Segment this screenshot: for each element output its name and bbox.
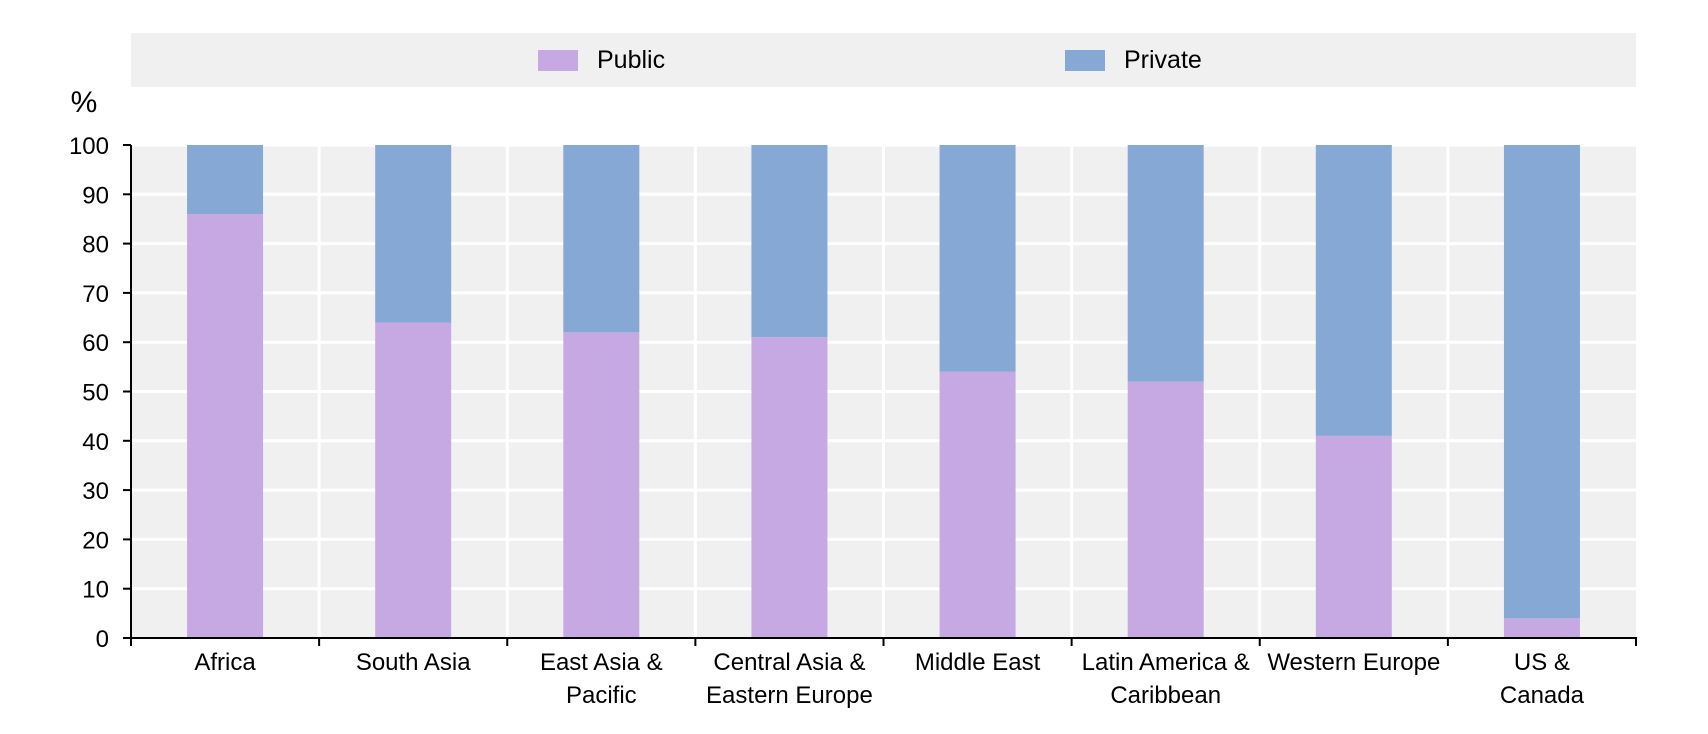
bar-private [187,145,264,215]
legend-item-private: Private [1065,33,1202,87]
legend-label-public: Public [597,45,666,74]
bar-public [1127,381,1204,638]
bar-public [751,337,828,638]
y-tick-label: 100 [69,133,109,160]
bar-public [187,214,264,638]
y-tick-label: 20 [82,527,109,554]
bar-private [563,145,640,333]
bar-private [1127,145,1204,382]
legend-item-public: Public [538,33,665,87]
y-tick-label: 80 [82,232,109,259]
legend-swatch-public [538,49,578,71]
bar-private [1503,145,1580,619]
x-tick-label: Africa [194,649,256,676]
legend: Public Private [131,33,1636,87]
y-tick-label: 90 [82,182,109,209]
bar-public [1315,435,1392,638]
legend-swatch-private [1065,49,1105,71]
y-tick-label: 60 [82,330,109,357]
bar-public [563,332,640,638]
axes: 0 10 20 30 40 50 60 70 80 90 100 Africa South Asia Ea… [69,133,1637,709]
y-tick-label: 10 [82,577,109,604]
x-tick-label: Latin America & Caribbean [1082,649,1250,709]
x-tick-label: Central Asia & Eastern Europe [706,649,873,709]
bar-public [375,322,452,638]
x-tick-label: Middle East [915,649,1041,676]
y-tick-label: 0 [96,626,109,653]
x-tick-label: Western Europe [1267,649,1440,676]
x-tick-label: US & Canada [1500,649,1585,709]
x-tick-label: East Asia & Pacific [540,649,663,709]
y-tick-label: 40 [82,429,109,456]
y-axis-label: % [71,86,98,119]
bar-public [939,371,1016,638]
legend-label-private: Private [1124,45,1202,74]
x-tick-label: South Asia [356,649,471,676]
y-tick-label: 70 [82,281,109,308]
bars [187,145,1580,638]
bar-private [375,145,452,323]
bar-private [751,145,828,338]
bar-private [1315,145,1392,436]
bar-public [1503,618,1580,638]
y-tick-label: 30 [82,478,109,505]
bar-private [939,145,1016,372]
y-tick-label: 50 [82,380,109,407]
